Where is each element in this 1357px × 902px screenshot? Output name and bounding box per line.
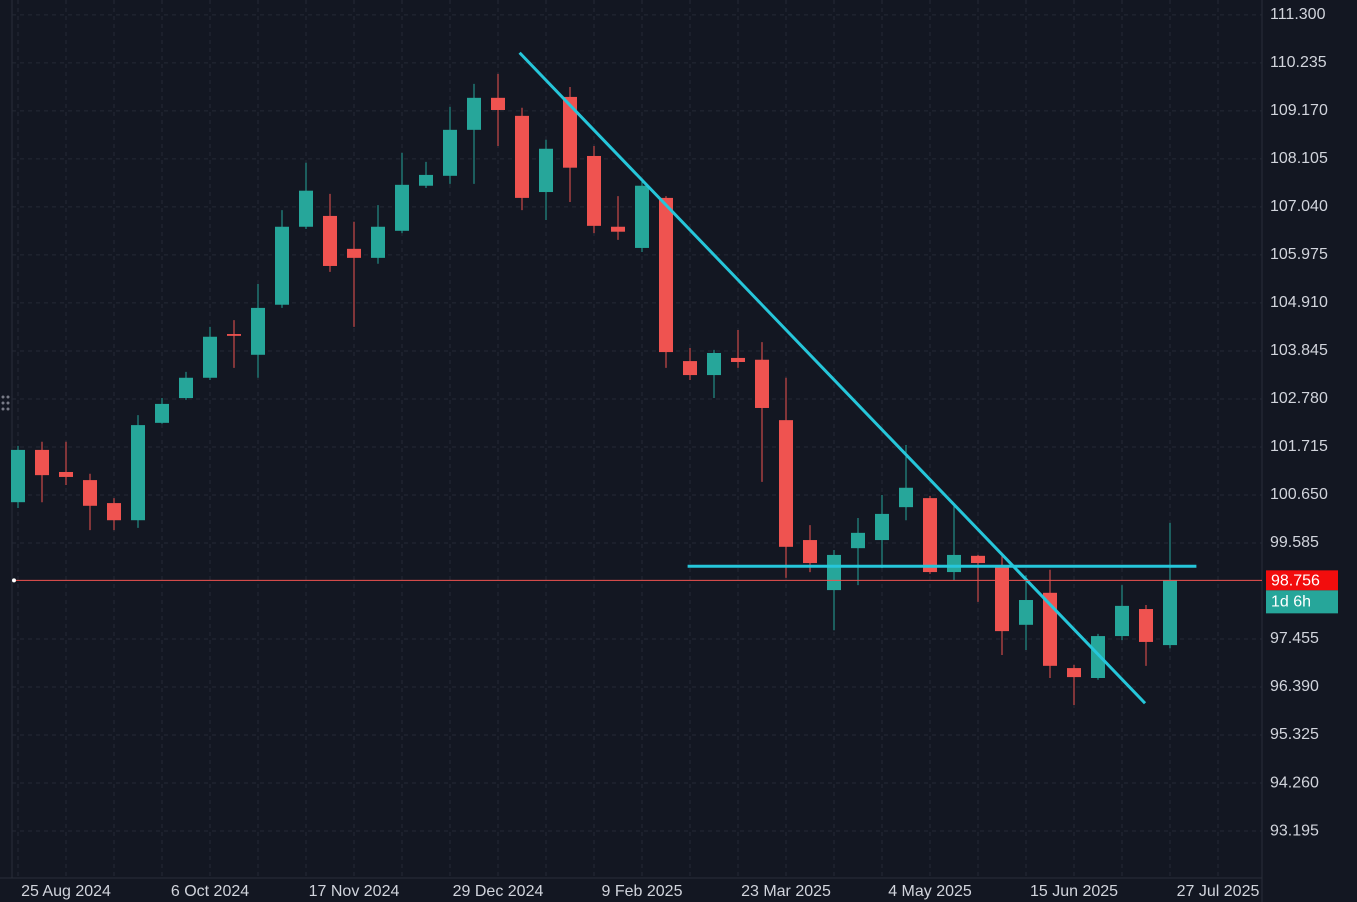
y-tick-label: 110.235 bbox=[1270, 54, 1327, 71]
candle-body bbox=[11, 449, 25, 503]
drawn-line bbox=[518, 51, 1147, 705]
y-tick-label: 95.325 bbox=[1270, 726, 1319, 743]
candle-body bbox=[227, 334, 241, 336]
candle-body bbox=[467, 97, 481, 130]
candle-body bbox=[635, 185, 649, 248]
candle-body bbox=[1043, 592, 1057, 666]
candle-body bbox=[1163, 580, 1177, 646]
candle-body bbox=[947, 554, 961, 573]
y-tick-label: 97.455 bbox=[1270, 630, 1319, 647]
candle-body bbox=[107, 503, 121, 521]
candle-body bbox=[443, 129, 457, 176]
x-tick-label: 27 Jul 2025 bbox=[1177, 883, 1260, 900]
candle-body bbox=[131, 425, 145, 521]
candle-body bbox=[731, 357, 745, 362]
candle-body bbox=[875, 513, 889, 541]
candle-body bbox=[251, 307, 265, 355]
last-price-box bbox=[1266, 570, 1338, 591]
candle-body bbox=[899, 487, 913, 508]
candle-body bbox=[587, 155, 601, 226]
candle-body bbox=[1091, 636, 1105, 679]
candle-body bbox=[275, 226, 289, 305]
candle-body bbox=[995, 567, 1009, 632]
y-tick-label: 111.300 bbox=[1270, 6, 1326, 23]
last-price-label: 98.756 bbox=[1271, 573, 1320, 590]
candle-body bbox=[659, 197, 673, 353]
candle-body bbox=[35, 449, 49, 476]
y-tick-label: 104.910 bbox=[1270, 294, 1328, 311]
candle-body bbox=[827, 554, 841, 591]
candle-body bbox=[179, 377, 193, 399]
x-tick-label: 23 Mar 2025 bbox=[741, 883, 831, 900]
last-price-dot bbox=[12, 578, 16, 583]
candle-body bbox=[851, 532, 865, 549]
candle-body bbox=[59, 471, 73, 477]
candle-body bbox=[1019, 600, 1033, 625]
y-tick-label: 96.390 bbox=[1270, 678, 1319, 695]
candle-body bbox=[1067, 668, 1081, 678]
candle-body bbox=[515, 115, 529, 198]
countdown-label: 1d 6h bbox=[1271, 594, 1311, 611]
y-tick-label: 93.195 bbox=[1270, 822, 1319, 839]
y-tick-label: 105.975 bbox=[1270, 246, 1328, 263]
x-tick-label: 4 May 2025 bbox=[888, 883, 972, 900]
y-tick-label: 108.105 bbox=[1270, 150, 1328, 167]
y-tick-label: 103.845 bbox=[1270, 342, 1328, 359]
candle-body bbox=[419, 174, 433, 186]
y-tick-label: 102.780 bbox=[1270, 390, 1328, 407]
y-tick-label: 101.715 bbox=[1270, 438, 1328, 455]
x-tick-label: 15 Jun 2025 bbox=[1030, 883, 1118, 900]
x-tick-label: 6 Oct 2024 bbox=[171, 883, 249, 900]
candle-body bbox=[323, 215, 337, 266]
y-tick-label: 109.170 bbox=[1270, 102, 1328, 119]
candle-body bbox=[803, 540, 817, 564]
y-tick-label: 100.650 bbox=[1270, 486, 1328, 503]
x-tick-label: 9 Feb 2025 bbox=[602, 883, 683, 900]
countdown-box bbox=[1266, 590, 1338, 614]
candle-body bbox=[779, 420, 793, 547]
candle-body bbox=[971, 555, 985, 564]
candle-body bbox=[1139, 609, 1153, 642]
candle-body bbox=[611, 226, 625, 232]
candle-body bbox=[1115, 605, 1129, 637]
y-tick-label: 94.260 bbox=[1270, 774, 1319, 791]
candle-body bbox=[923, 498, 937, 573]
y-tick-label: 99.585 bbox=[1270, 534, 1319, 551]
y-tick-label: 107.040 bbox=[1270, 198, 1328, 215]
candle-body bbox=[155, 403, 169, 423]
candle-body bbox=[347, 248, 361, 258]
candle-body bbox=[683, 361, 697, 376]
candle-body bbox=[395, 184, 409, 231]
drag-handle[interactable] bbox=[1, 395, 10, 411]
candle-body bbox=[83, 480, 97, 506]
candle-body bbox=[371, 226, 385, 258]
candle-body bbox=[539, 148, 553, 193]
candle-body bbox=[707, 352, 721, 376]
candle-body bbox=[299, 190, 313, 227]
x-tick-label: 25 Aug 2024 bbox=[21, 883, 111, 900]
x-tick-label: 17 Nov 2024 bbox=[309, 883, 400, 900]
x-tick-label: 29 Dec 2024 bbox=[453, 883, 544, 900]
candle-body bbox=[491, 97, 505, 110]
candle-body bbox=[563, 96, 577, 168]
candle-body bbox=[203, 336, 217, 378]
candle-body bbox=[755, 359, 769, 408]
